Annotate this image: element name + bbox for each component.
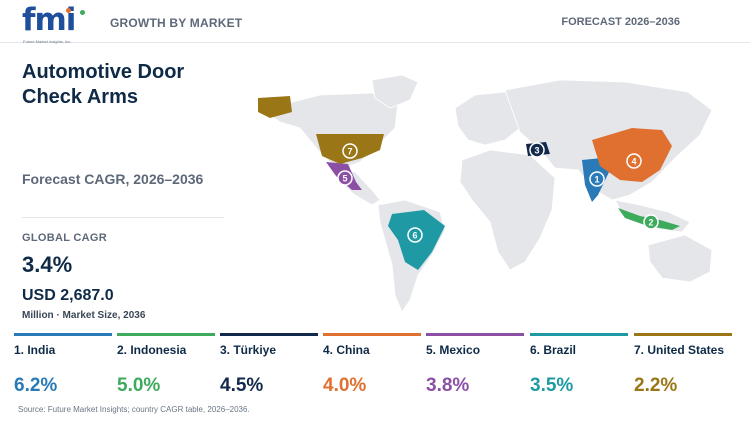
country-card-mexico[interactable]: 5. Mexico 3.8% <box>426 333 524 399</box>
card-accent-bar <box>530 333 628 336</box>
country-markers: 1 2 3 4 5 6 7 <box>337 142 659 243</box>
country-card-turkiye[interactable]: 3. Türkiye 4.5% <box>220 333 318 399</box>
logo-tagline: Future Market Insights, Inc. <box>23 39 72 44</box>
land-australia <box>647 234 713 283</box>
land-greenland <box>371 74 419 109</box>
country-card-india[interactable]: 1. India 6.2% <box>14 333 112 399</box>
country-name: 6. Brazil <box>530 343 577 357</box>
marker-label-mexico: 5 <box>342 174 347 184</box>
country-cagr-value: 5.0% <box>117 375 161 396</box>
country-name: 2. Indonesia <box>117 343 187 357</box>
land-africa <box>459 149 556 271</box>
card-accent-bar <box>426 333 524 336</box>
section-title: GROWTH BY MARKET <box>110 16 243 30</box>
country-card-brazil[interactable]: 6. Brazil 3.5% <box>530 333 628 399</box>
country-card-indonesia[interactable]: 2. Indonesia 5.0% <box>117 333 215 399</box>
chart-title-line-1: Automotive Door <box>22 61 185 83</box>
logo-dot-orange <box>66 8 71 13</box>
country-name: 4. China <box>323 343 370 357</box>
card-accent-bar <box>220 333 318 336</box>
global-cagr-label: GLOBAL CAGR <box>22 232 107 244</box>
marker-brazil[interactable]: 6 <box>407 227 423 243</box>
marker-turkiye[interactable]: 3 <box>529 142 545 158</box>
header-bar: fmi Future Market Insights, Inc. GROWTH … <box>0 0 750 44</box>
marker-label-china: 4 <box>631 157 636 167</box>
market-size-note: Million · Market Size, 2036 <box>22 310 146 321</box>
marker-india[interactable]: 1 <box>589 171 605 187</box>
marker-mexico[interactable]: 5 <box>337 170 353 186</box>
card-accent-bar <box>634 333 732 336</box>
country-cagr-value: 6.2% <box>14 375 58 396</box>
country-shape-alaska[interactable] <box>258 96 292 118</box>
country-name: 5. Mexico <box>426 343 481 357</box>
country-cagr-value: 3.5% <box>530 375 574 396</box>
country-cagr-list: 1. India 6.2% 2. Indonesia 5.0% 3. Türki… <box>14 333 738 399</box>
country-name: 1. India <box>14 343 56 357</box>
land-europe <box>454 91 521 146</box>
card-accent-bar <box>323 333 421 336</box>
country-name: 3. Türkiye <box>220 343 277 357</box>
source-note: Source: Future Market Insights; country … <box>18 405 250 414</box>
marker-label-indonesia: 2 <box>648 218 653 228</box>
fmi-logo[interactable]: fmi Future Market Insights, Inc. <box>22 2 92 44</box>
marker-label-turkiye: 3 <box>534 146 539 156</box>
panel-divider <box>22 217 224 218</box>
marker-china[interactable]: 4 <box>626 153 642 169</box>
country-cagr-value: 3.8% <box>426 375 470 396</box>
country-name: 7. United States <box>634 343 725 357</box>
marker-label-brazil: 6 <box>412 231 417 241</box>
forecast-period: FORECAST 2026–2036 <box>561 16 680 28</box>
country-cagr-value: 4.5% <box>220 375 264 396</box>
marker-label-united-states: 7 <box>347 147 352 157</box>
card-accent-bar <box>14 333 112 336</box>
card-accent-bar <box>117 333 215 336</box>
market-size-value: USD 2,687.0 <box>22 287 114 304</box>
world-map: 1 2 3 4 5 6 7 <box>258 74 713 313</box>
country-cagr-value: 2.2% <box>634 375 678 396</box>
logo-dot-green <box>80 10 85 15</box>
country-cagr-value: 4.0% <box>323 375 367 396</box>
marker-indonesia[interactable]: 2 <box>643 214 659 230</box>
country-card-china[interactable]: 4. China 4.0% <box>323 333 421 399</box>
country-card-united-states[interactable]: 7. United States 2.2% <box>634 333 732 399</box>
chart-title-line-2: Check Arms <box>22 86 138 108</box>
world-land <box>261 74 713 313</box>
chart-subtitle: Forecast CAGR, 2026–2036 <box>22 171 204 187</box>
chart-title: Automotive Door Check Arms <box>22 60 222 110</box>
marker-label-india: 1 <box>594 175 599 185</box>
global-cagr-value: 3.4% <box>22 252 73 277</box>
marker-united-states[interactable]: 7 <box>342 143 358 159</box>
